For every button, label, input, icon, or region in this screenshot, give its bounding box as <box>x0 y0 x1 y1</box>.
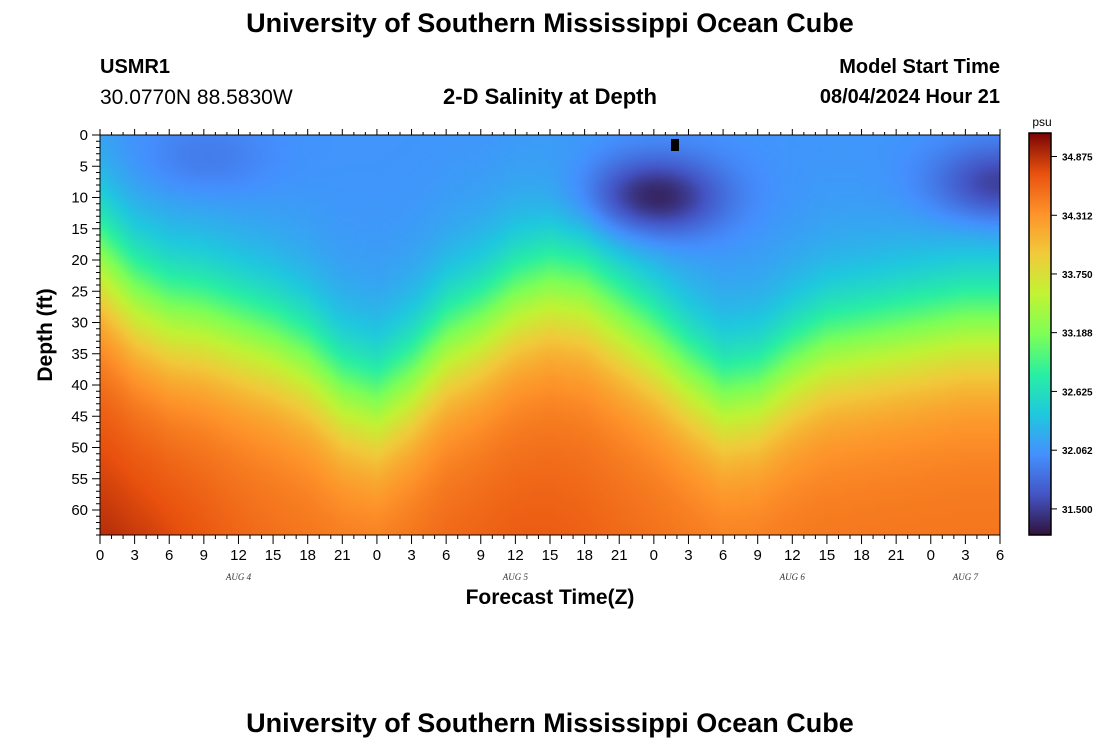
colorbar-tick-label: 34.875 <box>1062 152 1093 163</box>
y-tick-label: 35 <box>71 346 88 363</box>
x-tick-label: 3 <box>684 547 692 564</box>
colorbar: psu 34.875 34.312 33.750 33.188 32.625 32.062… <box>1028 115 1093 536</box>
y-tick-label: 40 <box>71 377 88 394</box>
y-tick-label: 55 <box>71 471 88 488</box>
footer-title: University of Southern Mississippi Ocean… <box>246 708 854 738</box>
x-tick-label: 12 <box>784 547 801 564</box>
x-axis: 0 3 6 9 12 15 18 21 0 3 6 9 12 15 18 21 0 3 6 9 12 15 18 21 0 3 6 A… <box>96 129 1004 582</box>
y-axis-label: Depth (ft) <box>34 288 57 381</box>
model-start-value: 08/04/2024 Hour 21 <box>819 86 1000 108</box>
x-tick-label: 12 <box>507 547 524 564</box>
model-start-label: Model Start Time <box>839 56 1000 78</box>
y-tick-label: 0 <box>80 127 88 144</box>
day-label: AUG 7 <box>952 572 979 582</box>
colorbar-tick-label: 34.312 <box>1062 211 1093 222</box>
x-tick-label: 9 <box>200 547 208 564</box>
colorbar-tick-label: 32.062 <box>1062 446 1093 457</box>
x-tick-label: 0 <box>373 547 381 564</box>
x-tick-label: 3 <box>407 547 415 564</box>
x-tick-label: 6 <box>442 547 450 564</box>
station-id: USMR1 <box>100 56 171 78</box>
day-label: AUG 5 <box>502 572 529 582</box>
y-tick-label: 5 <box>80 158 88 175</box>
x-tick-label: 0 <box>927 547 935 564</box>
x-tick-label: 15 <box>265 547 282 564</box>
x-tick-label: 18 <box>576 547 593 564</box>
station-coordinates: 30.0770N 88.5830W <box>100 86 293 109</box>
surface-marker <box>671 139 679 151</box>
colorbar-tick-label: 32.625 <box>1062 387 1093 398</box>
x-tick-label: 6 <box>165 547 173 564</box>
heatmap-cells <box>100 135 1000 535</box>
x-tick-label: 21 <box>888 547 905 564</box>
x-tick-label: 18 <box>853 547 870 564</box>
x-tick-label: 9 <box>477 547 485 564</box>
plot-title: 2-D Salinity at Depth <box>443 84 657 109</box>
y-tick-label: 15 <box>71 221 88 238</box>
y-tick-label: 20 <box>71 252 88 269</box>
x-tick-label: 21 <box>334 547 351 564</box>
x-tick-label: 15 <box>542 547 559 564</box>
y-tick-label: 30 <box>71 315 88 332</box>
colorbar-gradient <box>1028 132 1052 536</box>
x-tick-label: 12 <box>230 547 247 564</box>
day-label: AUG 4 <box>225 572 252 582</box>
x-tick-label: 15 <box>819 547 836 564</box>
colorbar-tick-label: 33.188 <box>1062 329 1093 340</box>
x-tick-label: 0 <box>96 547 104 564</box>
x-tick-label: 3 <box>961 547 969 564</box>
x-tick-label: 18 <box>299 547 316 564</box>
x-tick-label: 9 <box>754 547 762 564</box>
y-tick-label: 45 <box>71 408 88 425</box>
x-axis-label: Forecast Time(Z) <box>466 586 635 609</box>
x-tick-label: 6 <box>996 547 1004 564</box>
y-tick-label: 10 <box>71 190 88 207</box>
colorbar-tick-label: 31.500 <box>1062 505 1093 516</box>
colorbar-tick-label: 33.750 <box>1062 270 1093 281</box>
page-title: University of Southern Mississippi Ocean… <box>246 8 854 38</box>
y-tick-label: 25 <box>71 283 88 300</box>
y-axis: 0 5 10 15 20 25 30 35 40 45 50 55 60 <box>71 127 100 536</box>
y-tick-label: 50 <box>71 440 88 457</box>
day-label: AUG 6 <box>779 572 806 582</box>
x-tick-label: 3 <box>130 547 138 564</box>
x-tick-label: 0 <box>650 547 658 564</box>
x-tick-label: 21 <box>611 547 628 564</box>
x-tick-label: 6 <box>719 547 727 564</box>
colorbar-unit: psu <box>1032 115 1051 129</box>
y-tick-label: 60 <box>71 502 88 519</box>
